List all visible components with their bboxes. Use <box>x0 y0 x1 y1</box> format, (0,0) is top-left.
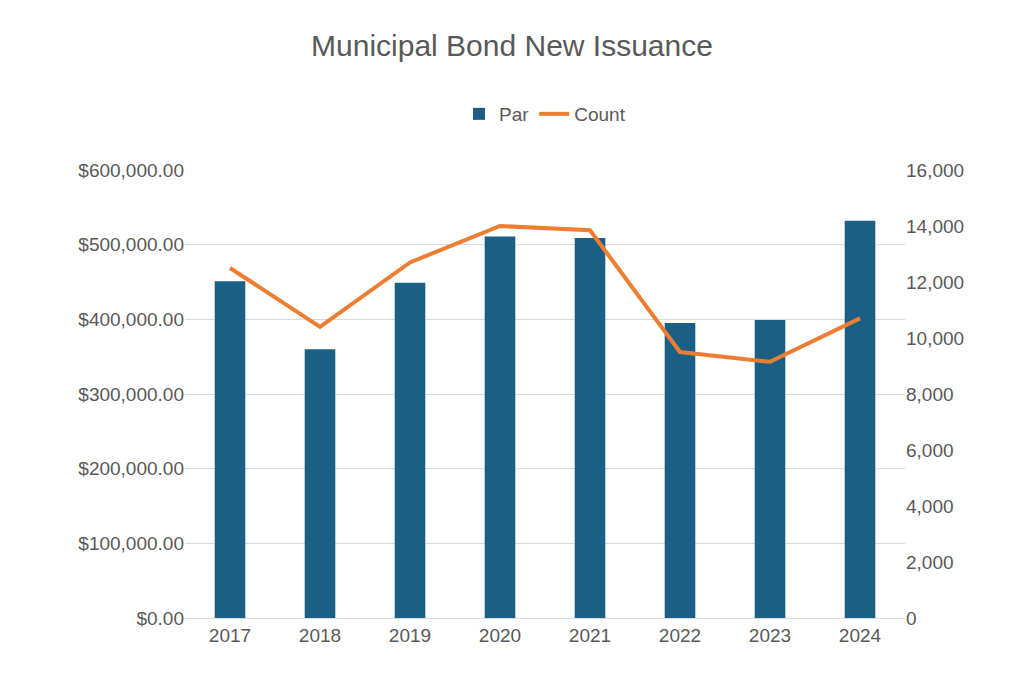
svg-text:6,000: 6,000 <box>906 440 954 461</box>
svg-text:2021: 2021 <box>569 625 611 646</box>
svg-text:$200,000.00: $200,000.00 <box>78 458 184 479</box>
svg-text:$600,000.00: $600,000.00 <box>78 160 184 181</box>
svg-text:10,000: 10,000 <box>906 328 964 349</box>
svg-text:2024: 2024 <box>839 625 882 646</box>
svg-text:2018: 2018 <box>299 625 341 646</box>
svg-text:14,000: 14,000 <box>906 216 964 237</box>
svg-text:2022: 2022 <box>659 625 701 646</box>
svg-text:2017: 2017 <box>209 625 251 646</box>
svg-text:16,000: 16,000 <box>906 160 964 181</box>
svg-text:Count: Count <box>574 104 625 125</box>
svg-text:Par: Par <box>499 104 529 125</box>
svg-text:4,000: 4,000 <box>906 496 954 517</box>
svg-text:$500,000.00: $500,000.00 <box>78 234 184 255</box>
svg-text:$400,000.00: $400,000.00 <box>78 309 184 330</box>
svg-text:$300,000.00: $300,000.00 <box>78 384 184 405</box>
svg-text:2019: 2019 <box>389 625 431 646</box>
svg-text:2023: 2023 <box>749 625 791 646</box>
svg-text:$0.00: $0.00 <box>136 608 184 629</box>
svg-text:2020: 2020 <box>479 625 521 646</box>
svg-text:8,000: 8,000 <box>906 384 954 405</box>
svg-text:0: 0 <box>906 608 917 629</box>
svg-text:2,000: 2,000 <box>906 552 954 573</box>
svg-text:Municipal Bond New Issuance: Municipal Bond New Issuance <box>311 29 713 62</box>
svg-text:$100,000.00: $100,000.00 <box>78 533 184 554</box>
svg-text:12,000: 12,000 <box>906 272 964 293</box>
